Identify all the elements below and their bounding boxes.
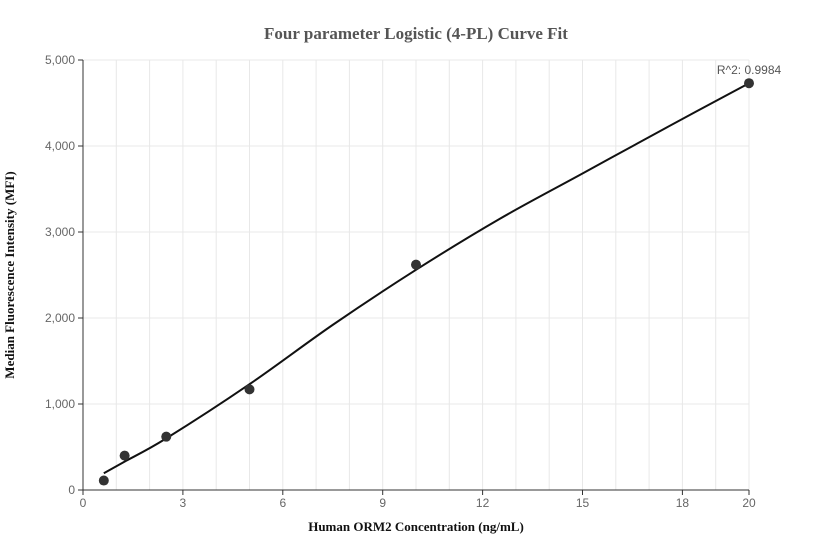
data-point: [98, 475, 109, 486]
chart-title: Four parameter Logistic (4-PL) Curve Fit: [264, 24, 568, 43]
data-point: [411, 259, 421, 270]
data-points: [98, 78, 754, 486]
data-point: [744, 78, 754, 89]
y-tick-label: 1,000: [45, 397, 75, 411]
data-point: [161, 431, 172, 442]
data-point: [119, 450, 130, 461]
x-tick-label: 3: [180, 496, 187, 510]
y-tick-label: 0: [68, 483, 75, 497]
y-tick-label: 2,000: [45, 311, 75, 325]
x-tick-label: 20: [742, 496, 756, 510]
y-axis-title: Median Fluorescence Intensity (MFI): [2, 171, 17, 378]
x-tick-label: 12: [476, 496, 490, 510]
data-point: [244, 384, 255, 395]
axes: [78, 59, 750, 495]
x-tick-label: 0: [80, 496, 87, 510]
grid-lines: [83, 59, 750, 490]
x-tick-label: 18: [676, 496, 690, 510]
x-tick-label: 6: [279, 496, 286, 510]
r-squared-annotation: R^2: 0.9984: [717, 63, 782, 77]
fit-curve-line: [103, 82, 750, 475]
y-tick-label: 5,000: [45, 53, 75, 67]
x-tick-label: 15: [576, 496, 590, 510]
tick-labels: 0 3 6 9 12 15 18 20 0 1,000 2,000 3,000 4,000 5,000: [45, 53, 756, 510]
y-tick-label: 4,000: [45, 139, 75, 153]
x-axis-title: Human ORM2 Concentration (ng/mL): [308, 519, 524, 534]
y-tick-label: 3,000: [45, 225, 75, 239]
x-tick-label: 9: [379, 496, 386, 510]
